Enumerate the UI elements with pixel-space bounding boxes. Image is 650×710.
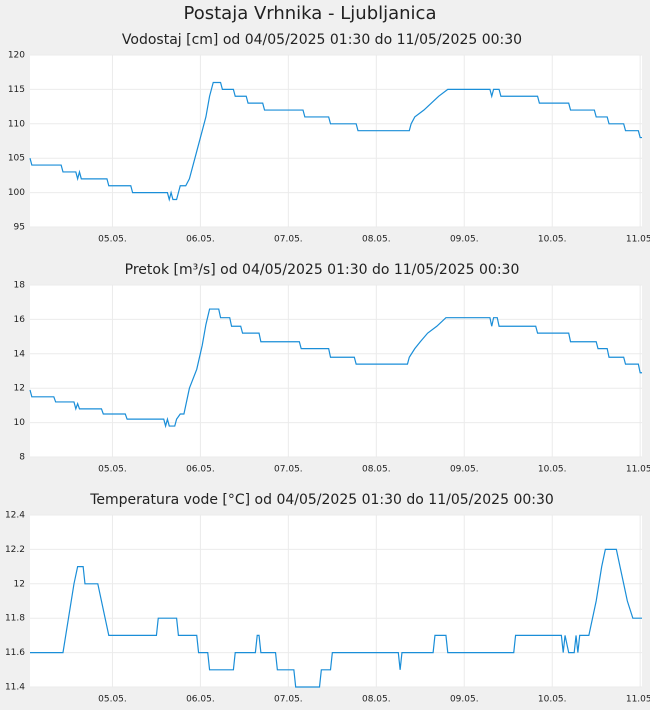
y-tick-label: 16 bbox=[14, 315, 26, 325]
plot-area bbox=[30, 55, 642, 227]
y-tick-label: 14 bbox=[14, 349, 26, 359]
data-line bbox=[29, 308, 642, 429]
y-tick-label: 8 bbox=[19, 453, 25, 463]
x-tick-label: 07.05. bbox=[274, 695, 303, 705]
x-tick-label: 06.05. bbox=[186, 465, 215, 475]
x-tick-label: 06.05. bbox=[186, 235, 215, 245]
x-tick-label: 11.05. bbox=[626, 695, 650, 705]
y-tick-label: 115 bbox=[8, 85, 25, 95]
x-tick-label: 09.05. bbox=[450, 465, 479, 475]
x-tick-label: 10.05. bbox=[538, 235, 567, 245]
chart-title: Vodostaj [cm] od 04/05/2025 01:30 do 11/… bbox=[122, 32, 522, 48]
page-title: Postaja Vrhnika - Ljubljanica bbox=[184, 3, 437, 24]
x-tick-label: 07.05. bbox=[274, 465, 303, 475]
y-tick-label: 12 bbox=[14, 384, 25, 394]
y-tick-label: 120 bbox=[8, 51, 25, 61]
y-tick-label: 110 bbox=[8, 119, 25, 129]
x-tick-label: 11.05. bbox=[626, 465, 650, 475]
x-tick-label: 06.05. bbox=[186, 695, 215, 705]
x-tick-label: 07.05. bbox=[274, 235, 303, 245]
x-tick-label: 05.05. bbox=[98, 235, 127, 245]
x-tick-label: 05.05. bbox=[98, 695, 127, 705]
y-tick-label: 95 bbox=[14, 223, 25, 233]
x-tick-label: 09.05. bbox=[450, 695, 479, 705]
y-tick-label: 10 bbox=[14, 418, 26, 428]
x-tick-label: 09.05. bbox=[450, 235, 479, 245]
chart-title: Pretok [m³/s] od 04/05/2025 01:30 do 11/… bbox=[125, 262, 520, 278]
plot-area bbox=[30, 285, 642, 457]
plot-area bbox=[30, 515, 642, 687]
x-tick-label: 08.05. bbox=[362, 695, 391, 705]
y-tick-label: 12 bbox=[14, 579, 25, 589]
x-tick-label: 10.05. bbox=[538, 695, 567, 705]
y-tick-label: 12.2 bbox=[5, 545, 25, 555]
y-tick-label: 11.6 bbox=[5, 648, 25, 658]
x-tick-label: 10.05. bbox=[538, 465, 567, 475]
x-tick-label: 05.05. bbox=[98, 465, 127, 475]
x-tick-label: 08.05. bbox=[362, 465, 391, 475]
x-tick-label: 08.05. bbox=[362, 235, 391, 245]
y-tick-label: 100 bbox=[8, 188, 25, 198]
data-line bbox=[30, 548, 642, 688]
y-tick-label: 105 bbox=[8, 154, 25, 164]
data-line bbox=[29, 81, 642, 202]
chart-title: Temperatura vode [°C] od 04/05/2025 01:3… bbox=[89, 492, 554, 508]
x-tick-label: 11.05. bbox=[626, 235, 650, 245]
y-tick-label: 12.4 bbox=[5, 511, 25, 521]
y-tick-label: 11.4 bbox=[5, 683, 25, 693]
y-tick-label: 18 bbox=[14, 281, 26, 291]
y-tick-label: 11.8 bbox=[5, 614, 25, 624]
